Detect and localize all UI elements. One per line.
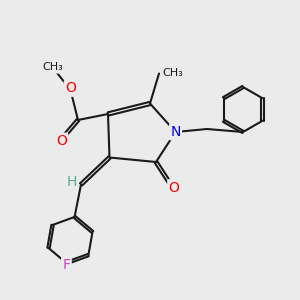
Text: O: O: [169, 181, 179, 194]
Text: F: F: [62, 257, 70, 272]
Text: CH₃: CH₃: [162, 68, 183, 79]
Text: H: H: [67, 175, 77, 188]
Text: O: O: [65, 82, 76, 95]
Text: O: O: [56, 134, 67, 148]
Text: N: N: [170, 125, 181, 139]
Text: CH₃: CH₃: [42, 62, 63, 73]
